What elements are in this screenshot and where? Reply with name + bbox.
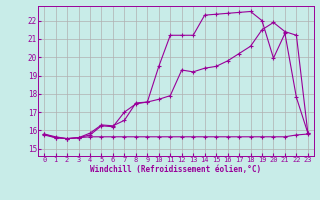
- X-axis label: Windchill (Refroidissement éolien,°C): Windchill (Refroidissement éolien,°C): [91, 165, 261, 174]
